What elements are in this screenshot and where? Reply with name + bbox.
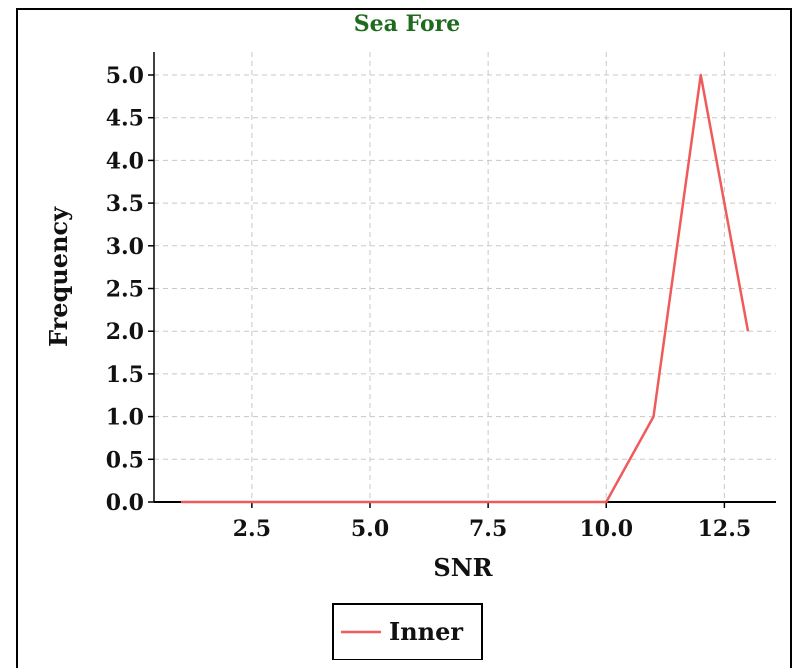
x-tick-label: 10.0	[579, 516, 633, 542]
y-tick-label: 4.5	[106, 106, 144, 132]
x-tick-labels: 2.5 5.0 7.5 10.0 12.5	[233, 516, 751, 542]
y-tick-label: 3.0	[106, 234, 144, 260]
x-tick-label: 5.0	[351, 516, 389, 542]
y-tick-label: 0.5	[106, 447, 144, 473]
x-tick-label: 12.5	[698, 516, 752, 542]
chart-title: Sea Fore	[354, 11, 460, 37]
y-tick-label: 4.0	[106, 148, 144, 174]
y-tick-label: 2.5	[106, 277, 144, 303]
y-axis-title: Frequency	[44, 206, 73, 347]
legend: Inner	[333, 604, 482, 660]
y-tick-label: 3.5	[106, 191, 144, 217]
y-tick-label: 0.0	[106, 490, 144, 516]
legend-label-inner: Inner	[389, 617, 463, 646]
y-tick-labels: 0.0 0.5 1.0 1.5 2.0 2.5 3.0 3.5 4.0 4.5 5.0	[106, 63, 144, 516]
y-tick-label: 1.0	[106, 405, 144, 431]
x-tick-label: 2.5	[233, 516, 271, 542]
grid	[154, 52, 776, 502]
y-tick-label: 2.0	[106, 319, 144, 345]
x-axis-title: SNR	[433, 553, 493, 582]
y-tick-label: 5.0	[106, 63, 144, 89]
y-tick-label: 1.5	[106, 362, 144, 388]
axes	[148, 52, 776, 508]
x-tick-label: 7.5	[469, 516, 507, 542]
